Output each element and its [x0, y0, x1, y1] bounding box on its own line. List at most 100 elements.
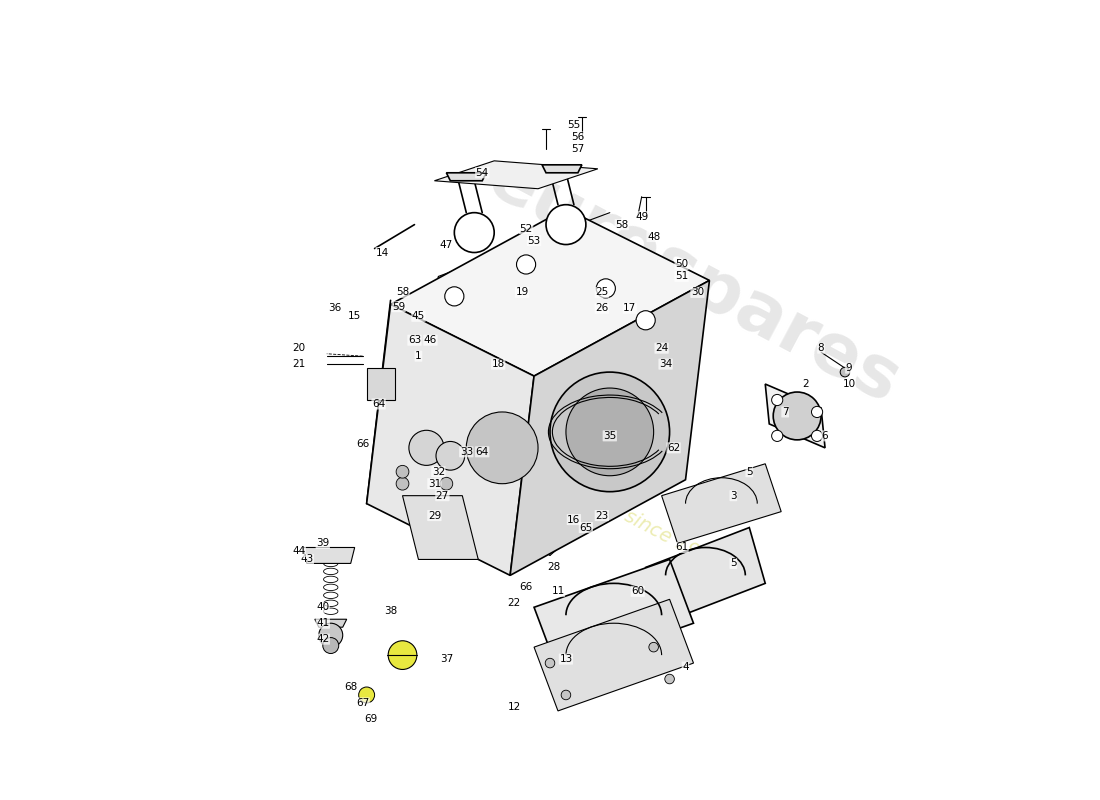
Circle shape	[550, 372, 670, 492]
Text: 30: 30	[691, 287, 704, 298]
Text: 66: 66	[519, 582, 532, 592]
Text: 62: 62	[667, 443, 680, 453]
Text: 41: 41	[316, 618, 329, 628]
Text: a passion for parts since 1985: a passion for parts since 1985	[455, 418, 724, 573]
Polygon shape	[542, 165, 582, 173]
Text: 10: 10	[843, 379, 856, 389]
Circle shape	[436, 442, 464, 470]
Text: 6: 6	[822, 431, 828, 441]
Text: 49: 49	[635, 212, 648, 222]
Text: 48: 48	[647, 231, 660, 242]
Text: 40: 40	[316, 602, 329, 612]
Text: 54: 54	[475, 168, 488, 178]
Circle shape	[664, 674, 674, 684]
Text: 4: 4	[682, 662, 689, 672]
Circle shape	[546, 205, 586, 245]
Text: 27: 27	[436, 490, 449, 501]
Text: 18: 18	[492, 359, 505, 369]
Text: 57: 57	[571, 144, 584, 154]
Text: 65: 65	[580, 522, 593, 533]
Text: 15: 15	[348, 311, 361, 322]
Text: 12: 12	[507, 702, 520, 712]
Text: 56: 56	[571, 132, 584, 142]
Text: 3: 3	[730, 490, 737, 501]
Circle shape	[396, 478, 409, 490]
Text: 14: 14	[376, 247, 389, 258]
Circle shape	[840, 367, 850, 377]
Circle shape	[773, 392, 821, 440]
Circle shape	[319, 623, 343, 647]
Text: 44: 44	[293, 546, 306, 557]
Text: 39: 39	[316, 538, 329, 549]
Text: 43: 43	[300, 554, 313, 565]
Circle shape	[454, 213, 494, 253]
Circle shape	[546, 658, 554, 668]
Circle shape	[565, 388, 653, 476]
Text: eurospares: eurospares	[475, 142, 912, 418]
Text: 9: 9	[846, 363, 852, 373]
Text: 60: 60	[631, 586, 645, 596]
Text: 68: 68	[344, 682, 358, 692]
Text: 55: 55	[568, 120, 581, 130]
Circle shape	[388, 641, 417, 670]
Text: 35: 35	[603, 431, 616, 441]
Circle shape	[517, 255, 536, 274]
Text: 38: 38	[384, 606, 397, 616]
Text: 64: 64	[475, 447, 488, 457]
Text: 63: 63	[408, 335, 421, 346]
Circle shape	[466, 412, 538, 484]
Polygon shape	[535, 599, 693, 711]
Text: 45: 45	[411, 311, 425, 322]
Circle shape	[812, 406, 823, 418]
Polygon shape	[315, 619, 346, 627]
Text: 29: 29	[428, 510, 441, 521]
Text: 47: 47	[440, 239, 453, 250]
Text: 53: 53	[527, 235, 541, 246]
Text: 1: 1	[415, 351, 421, 361]
Circle shape	[812, 430, 823, 442]
Text: 61: 61	[675, 542, 689, 553]
Polygon shape	[366, 304, 535, 575]
Text: 42: 42	[316, 634, 329, 644]
Text: 36: 36	[328, 303, 341, 314]
Polygon shape	[646, 527, 766, 623]
Text: 69: 69	[364, 714, 377, 724]
Polygon shape	[434, 161, 597, 189]
Circle shape	[444, 286, 464, 306]
Text: 8: 8	[817, 343, 824, 353]
Text: 11: 11	[551, 586, 564, 596]
Circle shape	[322, 638, 339, 654]
Text: 22: 22	[507, 598, 520, 608]
Text: 20: 20	[293, 343, 306, 353]
Text: 59: 59	[392, 302, 405, 312]
Polygon shape	[403, 496, 478, 559]
Text: 34: 34	[659, 359, 672, 369]
Text: 37: 37	[440, 654, 453, 664]
Circle shape	[771, 394, 783, 406]
Circle shape	[771, 430, 783, 442]
Polygon shape	[302, 547, 354, 563]
Text: 5: 5	[746, 466, 752, 477]
Text: 24: 24	[654, 343, 668, 353]
Circle shape	[396, 466, 409, 478]
Text: 66: 66	[356, 439, 370, 449]
Circle shape	[596, 279, 615, 298]
Text: 25: 25	[595, 287, 608, 298]
Polygon shape	[535, 559, 693, 671]
Polygon shape	[661, 464, 781, 543]
Text: 46: 46	[424, 335, 437, 346]
Text: 50: 50	[675, 259, 689, 270]
Text: 5: 5	[730, 558, 737, 569]
Polygon shape	[366, 368, 395, 400]
Circle shape	[649, 642, 659, 652]
Circle shape	[359, 687, 375, 703]
Text: 52: 52	[519, 223, 532, 234]
Text: 58: 58	[615, 220, 628, 230]
Text: 21: 21	[293, 359, 306, 369]
Text: 17: 17	[623, 303, 636, 314]
Polygon shape	[510, 281, 710, 575]
Text: 33: 33	[460, 447, 473, 457]
Text: 28: 28	[548, 562, 561, 573]
Text: 13: 13	[559, 654, 573, 664]
Text: 2: 2	[802, 379, 808, 389]
